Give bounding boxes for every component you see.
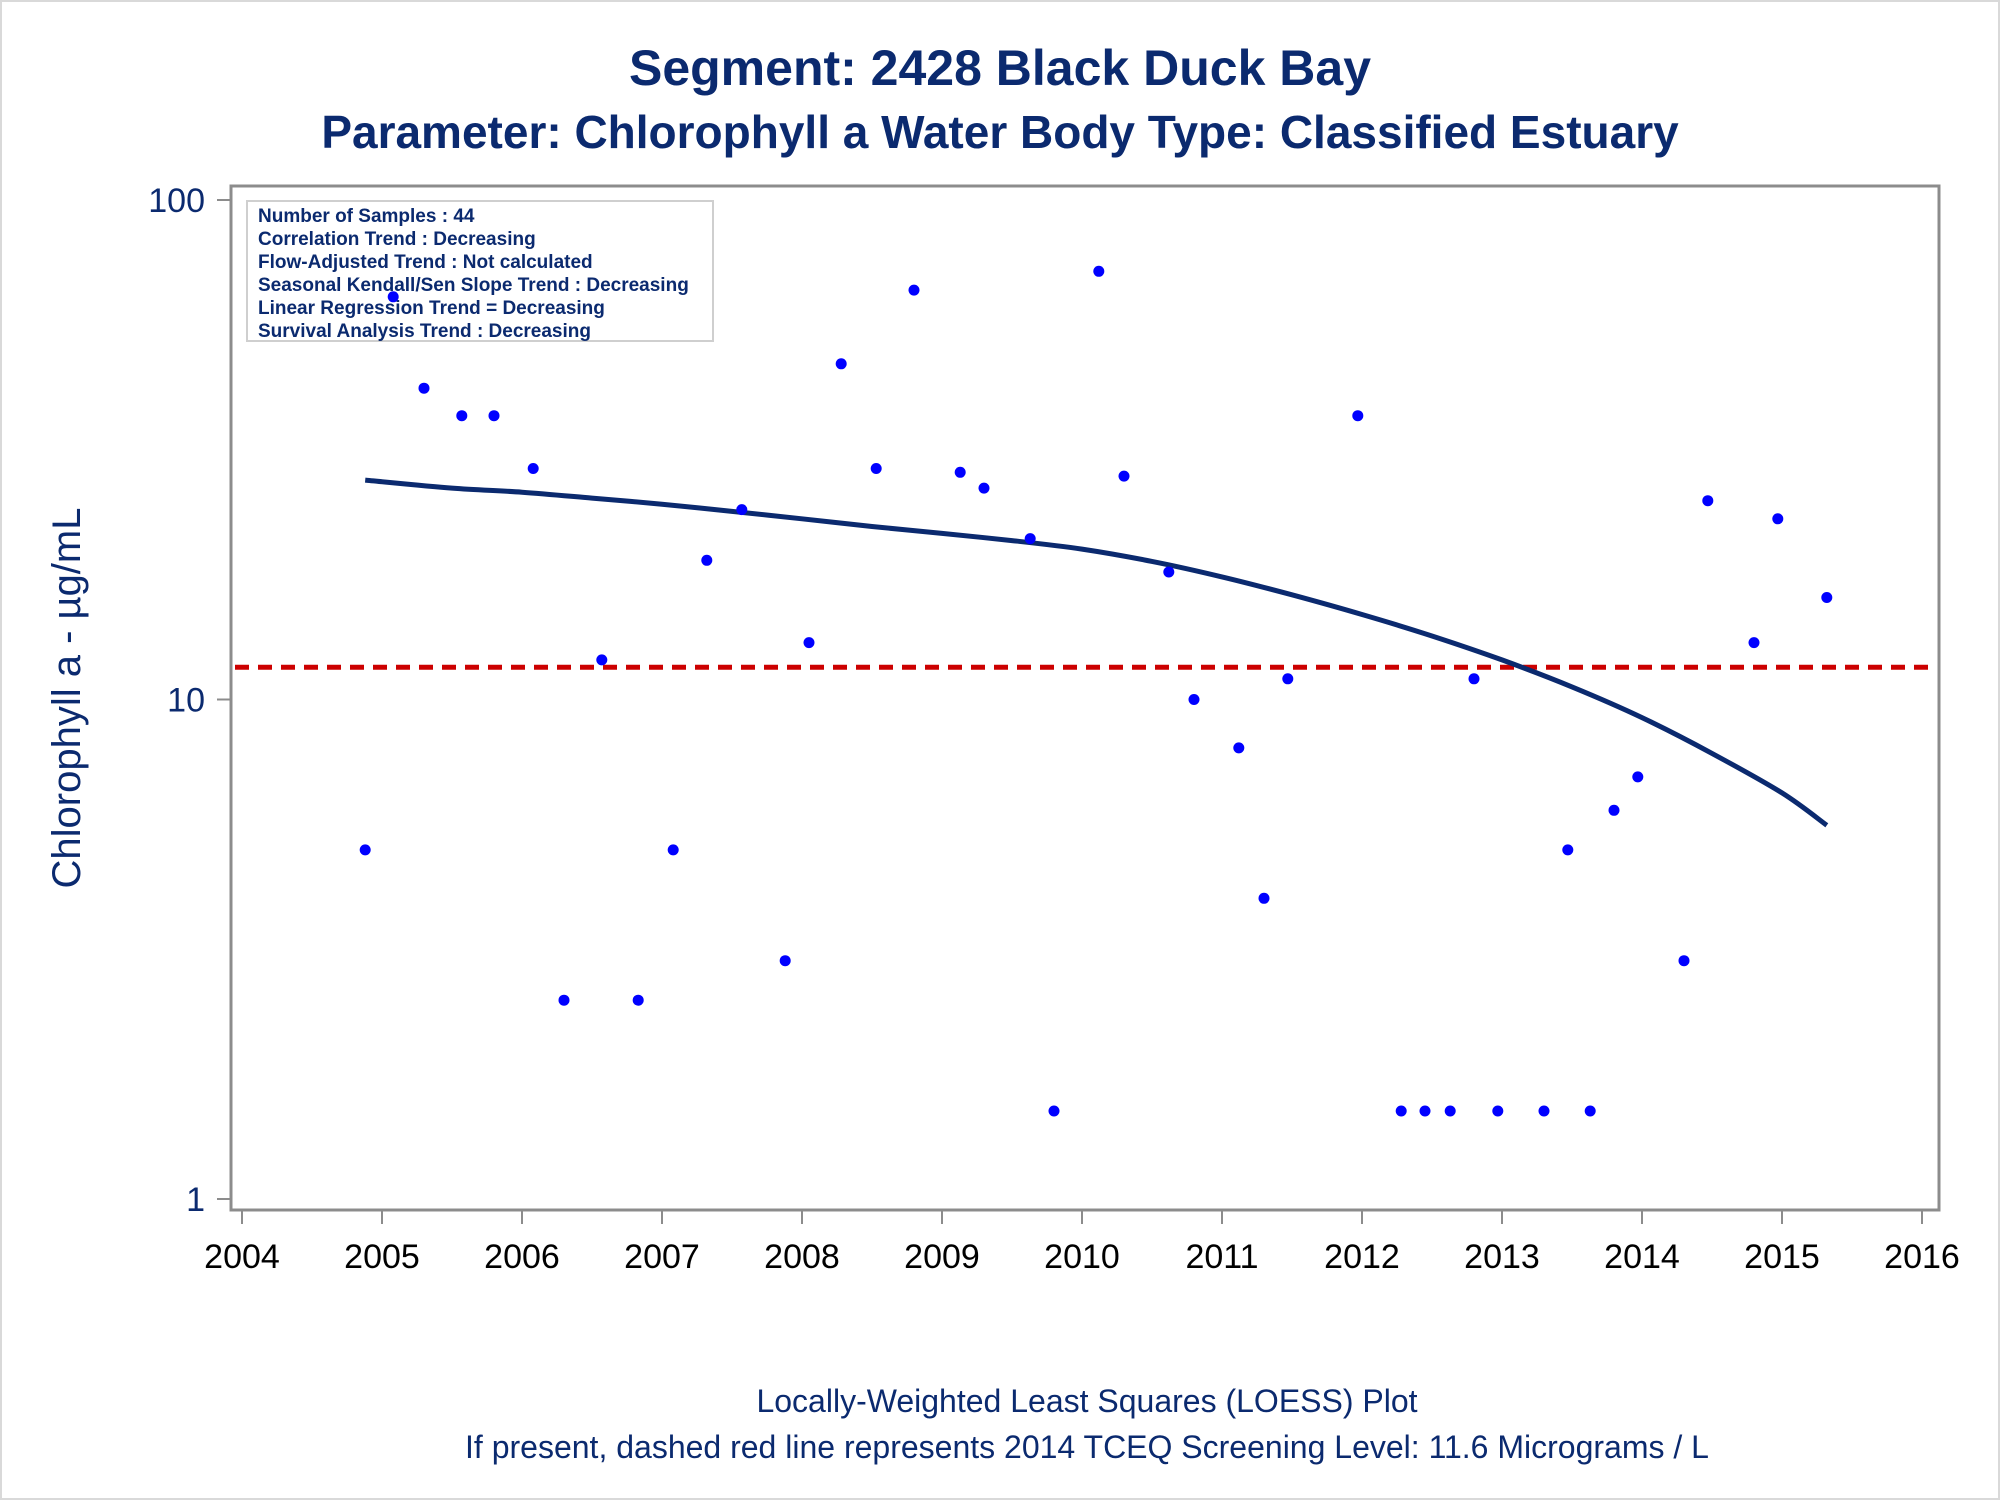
data-point xyxy=(1584,1105,1596,1117)
data-point xyxy=(596,654,608,666)
data-point xyxy=(978,482,990,494)
loess-curve xyxy=(364,477,1829,828)
data-point xyxy=(1352,410,1364,422)
data-point xyxy=(1233,742,1245,754)
x-tick-label: 2011 xyxy=(1185,1238,1258,1276)
data-point xyxy=(632,994,644,1006)
data-point xyxy=(1562,844,1574,856)
data-point xyxy=(1282,673,1294,685)
data-point xyxy=(701,554,713,566)
data-point xyxy=(1492,1105,1504,1117)
data-point xyxy=(1093,265,1105,277)
x-tick-label: 2009 xyxy=(904,1238,980,1276)
data-point xyxy=(1821,592,1833,603)
x-tick-label: 2015 xyxy=(1744,1238,1820,1276)
y-tick-label: 1 xyxy=(186,1181,205,1219)
data-point xyxy=(1188,694,1200,705)
data-point xyxy=(1772,513,1784,525)
x-tick-label: 2008 xyxy=(764,1238,840,1276)
chart-subtitle: Parameter: Chlorophyll a Water Body Type… xyxy=(321,106,1679,158)
y-tick-label: 10 xyxy=(167,682,205,720)
data-point xyxy=(558,994,570,1006)
data-point xyxy=(387,291,399,303)
data-point xyxy=(1538,1105,1550,1117)
data-points xyxy=(359,265,1833,1117)
x-tick-label: 2005 xyxy=(344,1238,420,1276)
x-tick-label: 2007 xyxy=(624,1238,700,1276)
data-point xyxy=(667,844,679,856)
data-point xyxy=(779,955,791,967)
data-point xyxy=(835,358,847,370)
data-point xyxy=(1444,1105,1456,1117)
data-point xyxy=(1468,673,1480,685)
stats-box: Number of Samples : 44 Correlation Trend… xyxy=(246,200,714,342)
data-point xyxy=(870,463,882,474)
data-point xyxy=(908,284,920,296)
stat-correlation-trend: Correlation Trend : Decreasing xyxy=(258,229,536,250)
data-point xyxy=(1258,892,1270,904)
stat-seasonal-kendall-trend: Seasonal Kendall/Sen Slope Trend : Decre… xyxy=(258,275,689,296)
stat-flow-adjusted-trend: Flow-Adjusted Trend : Not calculated xyxy=(258,252,593,273)
x-axis: 2004 2005 2006 2007 2008 2009 2010 2011 2012 2013… xyxy=(204,1209,1960,1276)
data-point xyxy=(418,382,430,394)
y-axis: 1 10 100 xyxy=(148,182,231,1219)
data-point xyxy=(527,463,539,474)
stat-survival-analysis-trend: Survival Analysis Trend : Decreasing xyxy=(258,321,591,342)
x-tick-label: 2012 xyxy=(1324,1238,1400,1276)
x-tick-label: 2014 xyxy=(1604,1238,1680,1276)
stats-box-border xyxy=(246,200,714,342)
data-point xyxy=(1024,533,1036,545)
data-point xyxy=(456,410,468,422)
x-tick-label: 2013 xyxy=(1464,1238,1540,1276)
x-tick-label: 2006 xyxy=(484,1238,560,1276)
data-point xyxy=(954,466,966,478)
stat-linear-regression-trend: Linear Regression Trend = Decreasing xyxy=(258,298,605,319)
data-point xyxy=(1702,495,1714,507)
data-point xyxy=(1678,955,1690,967)
data-point xyxy=(1748,637,1760,649)
data-point xyxy=(1118,470,1130,482)
data-point xyxy=(1395,1105,1407,1117)
footnote-loess: Locally-Weighted Least Squares (LOESS) P… xyxy=(756,1383,1417,1419)
data-point xyxy=(1163,566,1175,578)
footnote-screening-level: If present, dashed red line represents 2… xyxy=(465,1429,1709,1465)
data-point xyxy=(736,504,748,516)
data-point xyxy=(1419,1105,1431,1117)
data-point xyxy=(359,844,371,856)
x-tick-label: 2010 xyxy=(1044,1238,1120,1276)
data-point xyxy=(1608,804,1620,816)
data-point xyxy=(488,410,500,422)
y-axis-label: Chlorophyll a - µg/mL xyxy=(45,508,89,889)
data-point xyxy=(803,637,815,649)
data-point xyxy=(1632,771,1644,783)
stat-sample-count: Number of Samples : 44 xyxy=(258,206,475,227)
x-tick-label: 2004 xyxy=(204,1238,280,1276)
x-tick-label: 2016 xyxy=(1884,1238,1960,1276)
y-tick-label: 100 xyxy=(148,182,205,220)
data-point xyxy=(1048,1105,1060,1117)
chart-title: Segment: 2428 Black Duck Bay xyxy=(629,40,1371,96)
